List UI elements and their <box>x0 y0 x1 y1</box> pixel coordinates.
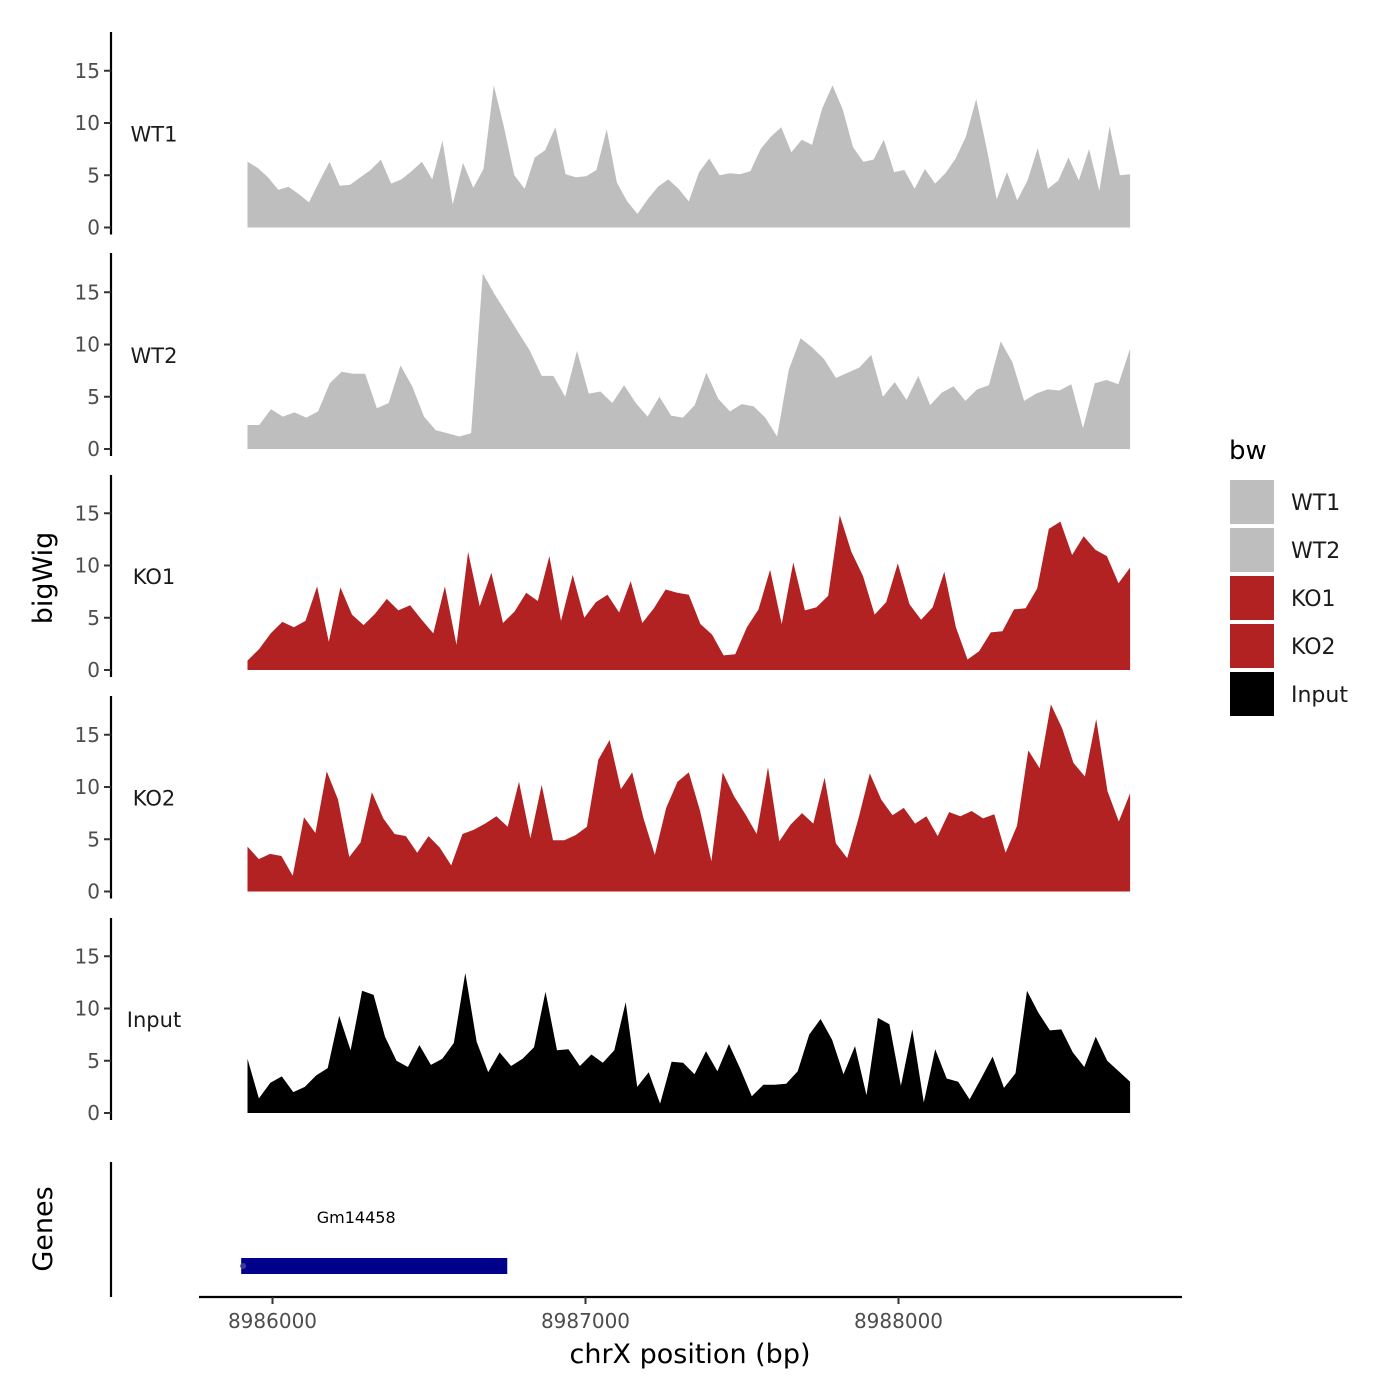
coverage-area <box>247 85 1131 228</box>
y-tick-label: 0 <box>87 880 100 904</box>
legend-label: WT1 <box>1291 491 1340 516</box>
x-tick-label: 8986000 <box>228 1309 317 1333</box>
gene-start-marker <box>240 1263 247 1269</box>
tracks-layer: 0 5 10 15 WT1 0 5 10 15 WT2 0 5 10 15 KO1 0 5 10 15 KO2 0 5 10… <box>75 32 1131 1125</box>
x-tick-label: 8987000 <box>541 1309 630 1333</box>
y-tick-label: 0 <box>87 437 100 461</box>
gene-bar <box>241 1258 508 1274</box>
y-tick-label: 10 <box>75 554 100 578</box>
coverage-area <box>247 973 1131 1113</box>
legend-label: WT2 <box>1291 539 1340 564</box>
track-wt2: 0 5 10 15 WT2 <box>75 253 1131 461</box>
y-tick-label: 10 <box>75 333 100 357</box>
y-tick-label: 0 <box>87 658 100 682</box>
coverage-area <box>247 273 1131 449</box>
legend: bw WT1 WT2 KO1 KO2 Input <box>1228 436 1348 718</box>
track-label: KO2 <box>133 787 176 811</box>
track-wt1: 0 5 10 15 WT1 <box>75 32 1131 240</box>
y-tick-label: 15 <box>75 59 100 83</box>
legend-swatch <box>1228 574 1276 622</box>
track-input: 0 5 10 15 Input <box>75 918 1131 1125</box>
track-ko2: 0 5 10 15 KO2 <box>75 696 1131 904</box>
track-label: Input <box>127 1008 181 1032</box>
y-axis-title: bigWig <box>28 532 59 625</box>
track-label: WT2 <box>131 344 178 368</box>
x-tick-label: 8988000 <box>854 1309 943 1333</box>
x-axis-title: chrX position (bp) <box>569 1339 810 1370</box>
y-tick-label: 15 <box>75 501 100 525</box>
track-label: KO1 <box>133 565 176 589</box>
y-tick-label: 5 <box>87 606 100 630</box>
track-label: WT1 <box>131 123 178 147</box>
y-tick-label: 0 <box>87 1101 100 1125</box>
y-tick-label: 15 <box>75 280 100 304</box>
y-tick-label: 10 <box>75 111 100 135</box>
y-tick-label: 5 <box>87 827 100 851</box>
legend-swatch <box>1228 478 1276 526</box>
legend-swatch <box>1228 670 1276 718</box>
coverage-area <box>247 515 1131 670</box>
legend-title: bw <box>1229 436 1267 466</box>
y-tick-label: 5 <box>87 163 100 187</box>
x-axis: 8986000 8987000 8988000 <box>199 1295 1182 1333</box>
y-tick-label: 15 <box>75 944 100 968</box>
legend-label: KO1 <box>1291 587 1336 612</box>
legend-swatch <box>1228 526 1276 574</box>
y-tick-label: 15 <box>75 723 100 747</box>
track-ko1: 0 5 10 15 KO1 <box>75 475 1131 682</box>
y-tick-label: 10 <box>75 775 100 799</box>
legend-label: KO2 <box>1291 635 1336 660</box>
y-tick-label: 5 <box>87 385 100 409</box>
gene-label: Gm14458 <box>317 1208 396 1227</box>
legend-label: Input <box>1291 683 1348 708</box>
y-tick-label: 0 <box>87 216 100 240</box>
genes-panel: Genes Gm14458 <box>28 1162 508 1297</box>
y-tick-label: 5 <box>87 1049 100 1073</box>
genes-axis-title: Genes <box>28 1186 59 1271</box>
coverage-area <box>247 704 1131 892</box>
y-tick-label: 10 <box>75 997 100 1021</box>
legend-swatch <box>1228 622 1276 670</box>
